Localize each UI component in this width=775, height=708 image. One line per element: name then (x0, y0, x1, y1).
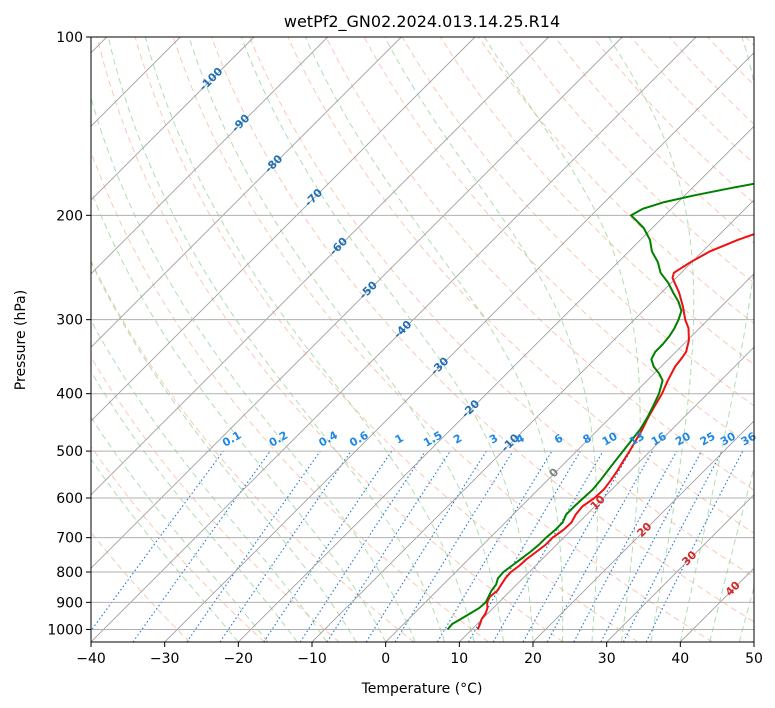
dry-adiabat-line (325, 37, 754, 491)
isotherm-line (606, 494, 754, 642)
mixing-ratio-line (573, 450, 678, 642)
moist-adiabat-line (144, 37, 475, 642)
plot-grid (91, 37, 754, 642)
x-tick-label: 40 (671, 651, 689, 667)
isotherm-line (532, 420, 754, 642)
dry-adiabat-line (478, 37, 754, 325)
x-tick-label: −40 (76, 651, 106, 667)
mixing-ratio-line (522, 450, 631, 642)
y-axis-title: Pressure (hPa) (13, 290, 29, 390)
dry-adiabat-line (134, 37, 639, 642)
dry-adiabat-line (401, 37, 754, 407)
y-tick-label: 700 (56, 531, 83, 547)
isotherm-line (91, 37, 255, 201)
moist-adiabat-line (107, 37, 446, 642)
x-tick-label: 50 (745, 651, 763, 667)
y-tick-label: 800 (56, 565, 83, 581)
isotherm-line (164, 52, 754, 642)
x-axis-title: Temperature (°C) (361, 681, 483, 697)
dry-adiabat-line (91, 445, 265, 642)
y-tick-label: 300 (56, 313, 83, 329)
dry-adiabat-line (249, 37, 754, 578)
y-tick-label: 200 (56, 208, 83, 224)
dry-adiabat-line (630, 37, 754, 165)
x-tick-label: 30 (598, 651, 616, 667)
moist-adiabat-line (240, 37, 534, 642)
y-tick-label: 400 (56, 387, 83, 403)
chart-title: wetPf2_GN02.2024.013.14.25.R14 (284, 12, 560, 32)
moist-adiabat-line (679, 37, 754, 642)
mixing-ratio-line (219, 450, 352, 642)
y-tick-label: 1000 (47, 622, 83, 638)
moist-adiabat-line (384, 37, 598, 642)
y-tick-label: 100 (56, 30, 83, 46)
x-tick-label: 20 (524, 651, 542, 667)
moist-adiabat-line (91, 416, 269, 642)
mixing-ratio-line (132, 450, 271, 642)
mixing-ratio-line (326, 450, 451, 642)
moist-adiabat-line (91, 458, 239, 642)
temperature-profile-line (476, 233, 754, 630)
plot-frame (90, 36, 755, 643)
y-tick-label: 500 (56, 444, 83, 460)
moist-adiabat-line (91, 319, 328, 642)
x-tick-label: 10 (450, 651, 468, 667)
dry-adiabat-line (592, 37, 754, 204)
moist-adiabat-line (91, 370, 298, 642)
y-tick-label: 900 (56, 595, 83, 611)
dry-adiabat-line (91, 259, 415, 642)
x-tick-label: 0 (381, 651, 390, 667)
isotherm-line (237, 125, 754, 642)
dry-adiabat-line (211, 37, 754, 623)
dewpoint-profile-line (446, 182, 754, 631)
isotherm-line (91, 37, 697, 642)
mixing-ratio-line (492, 450, 604, 642)
dry-adiabat-line (172, 37, 713, 642)
moist-adiabat-line (709, 466, 754, 642)
x-tick-label: −20 (224, 651, 254, 667)
x-tick-label: −30 (150, 651, 180, 667)
moist-adiabat-line (483, 37, 641, 642)
isotherm-line (91, 37, 623, 569)
moist-adiabat-line (188, 37, 504, 642)
isotherm-line (91, 37, 402, 348)
dry-adiabat-line (96, 37, 564, 642)
mixing-ratio-line (91, 450, 224, 632)
axes: −40 −30 −20 −10 0 10 20 30 40 50 1000 900 800 700 600 5… (47, 30, 763, 667)
mixing-ratio-line (365, 450, 487, 642)
mixing-ratio-line (394, 450, 514, 642)
plot-data (446, 182, 754, 631)
isotherm-line (91, 37, 550, 496)
isotherm-line (91, 37, 476, 422)
isotherm-line (91, 37, 329, 275)
x-tick-label: −10 (297, 651, 327, 667)
mixing-ratio-line (436, 450, 553, 642)
moist-adiabat-line (608, 37, 695, 642)
isotherm-line (458, 346, 754, 642)
mixing-ratio-line (186, 450, 321, 642)
dry-adiabat-line (516, 37, 754, 284)
y-tick-label: 600 (56, 491, 83, 507)
moist-adiabat-line (304, 37, 564, 642)
moist-adiabat-line (91, 260, 357, 642)
isotherm-line (311, 199, 754, 642)
moist-adiabat-line (738, 585, 754, 642)
moist-adiabat-line (91, 189, 387, 642)
